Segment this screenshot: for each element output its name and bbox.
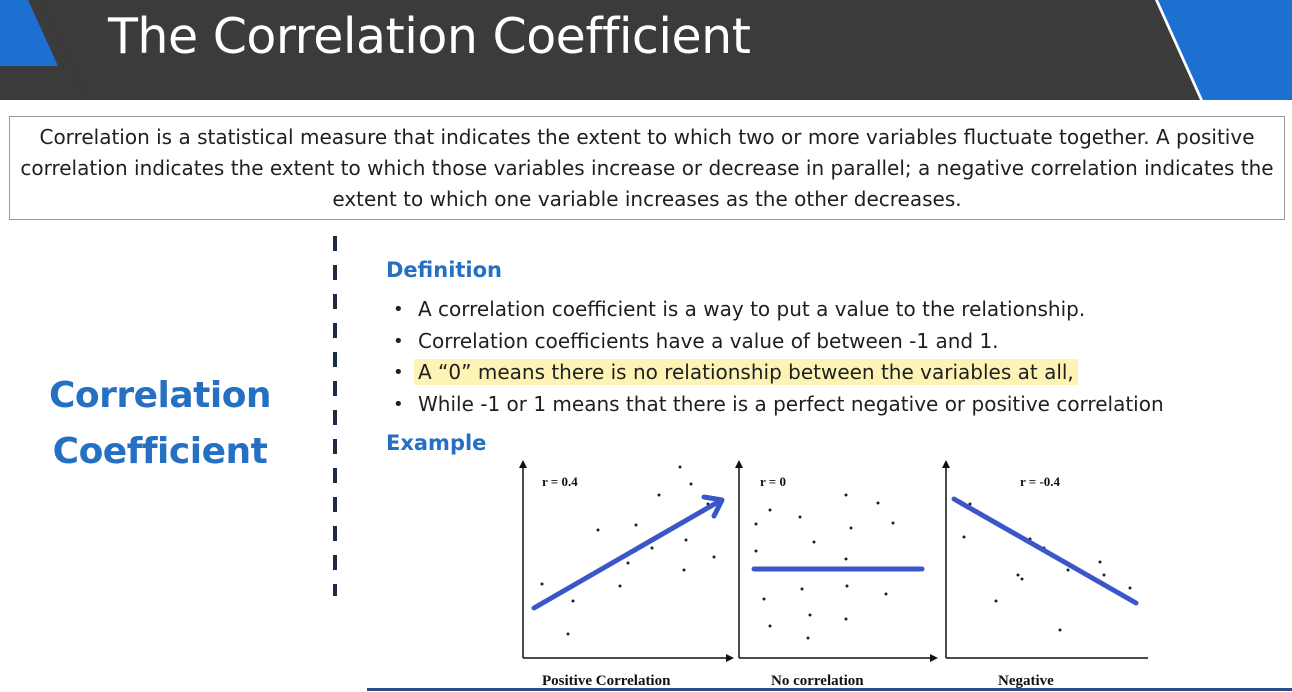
bottom-rule [367, 688, 1292, 691]
header-left-accent [0, 0, 58, 66]
positive-correlation-panel: r = 0.4 Positive Correlation [519, 460, 734, 689]
caption-none: No correlation [771, 673, 864, 689]
page-title: The Correlation Coefficient [108, 8, 751, 65]
definition-bullet: A correlation coefficient is a way to pu… [386, 294, 1168, 326]
side-title-line1: Correlation [48, 375, 272, 416]
no-correlation-panel: r = 0 No correlation [735, 460, 938, 689]
definition-bullet: Correlation coefficients have a value of… [386, 326, 1168, 358]
positive-trend-arrow [531, 499, 721, 611]
example-scatter-plots: r = 0.4 Positive Correlation r = 0 [519, 460, 1148, 689]
slide-header: The Correlation Coefficient [0, 0, 1292, 100]
definition-heading: Definition [386, 258, 503, 282]
caption-negative: Negative [998, 673, 1054, 689]
header-banner [0, 0, 1292, 100]
r-label-none: r = 0 [760, 474, 786, 489]
definition-list: A correlation coefficient is a way to pu… [386, 294, 1168, 420]
intro-text: Correlation is a statistical measure tha… [20, 124, 1274, 211]
header-right-accent [1158, 0, 1292, 100]
header-dark-band [40, 0, 1200, 100]
r-label-positive: r = 0.4 [542, 474, 578, 489]
intro-box: Correlation is a statistical measure tha… [9, 116, 1285, 220]
example-heading: Example [386, 431, 487, 455]
caption-positive: Positive Correlation [542, 673, 671, 689]
negative-correlation-panel: r = -0.4 Negative [942, 460, 1148, 689]
r-label-negative: r = -0.4 [1020, 474, 1061, 489]
dashed-divider [333, 236, 337, 596]
side-title: Correlation Coefficient [40, 368, 280, 480]
side-title-line2: Coefficient [52, 431, 268, 472]
negative-trend-line [951, 496, 1139, 606]
definition-bullet: While -1 or 1 means that there is a perf… [386, 389, 1168, 421]
definition-bullet-highlighted: A “0” means there is no relationship bet… [386, 357, 1168, 389]
